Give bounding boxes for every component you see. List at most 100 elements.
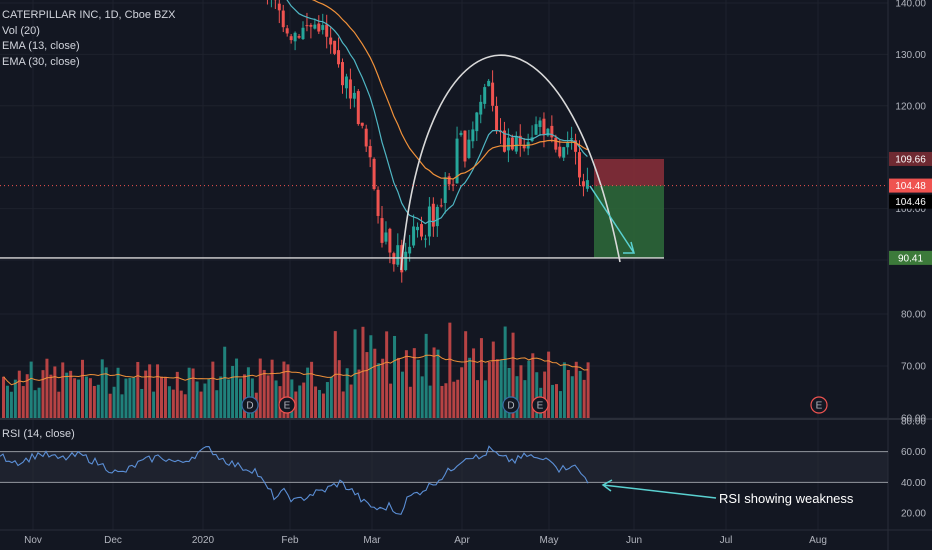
volume-bar-43 — [171, 389, 175, 418]
volume-bar-127 — [503, 326, 507, 418]
candle-body-51 — [463, 130, 467, 162]
user-drawings[interactable] — [0, 54, 888, 271]
candle-body-28 — [372, 158, 376, 190]
candle-body-24 — [356, 91, 360, 125]
volume-bar-77 — [306, 367, 310, 418]
candle-body-63 — [510, 137, 514, 150]
down-arrow-head[interactable] — [623, 241, 635, 254]
event-marker-circle — [278, 396, 296, 414]
volume-bar-60 — [239, 378, 242, 418]
event-marker-e-3[interactable]: E — [531, 396, 549, 414]
candle-body-26 — [364, 128, 368, 147]
volume-bar-40 — [160, 376, 163, 418]
chart-axes: 140.00130.00120.00110.00100.0090.0080.00… — [24, 0, 932, 546]
rsi-legend[interactable]: RSI (14, close) — [2, 428, 75, 440]
volume-bar-85 — [337, 360, 341, 418]
volume-bar-74 — [294, 391, 298, 418]
down-arrow-shaft[interactable] — [589, 185, 635, 254]
volume-bar-82 — [325, 382, 329, 418]
volume-bar-138 — [547, 351, 551, 418]
candle-body-82 — [585, 180, 589, 189]
candle-body-77 — [566, 142, 570, 148]
event-marker-d-2[interactable]: D — [502, 396, 520, 414]
candle-body-54 — [475, 112, 479, 132]
candle-body-81 — [581, 181, 585, 187]
volume-bar-142 — [562, 362, 566, 418]
rsi-axis-label-3: 20.00 — [901, 509, 926, 520]
ema30-legend[interactable]: EMA (30, close) — [2, 55, 80, 68]
candle-body-37 — [408, 246, 412, 254]
event-marker-e-1[interactable]: E — [278, 396, 296, 414]
candle-body-23 — [352, 92, 356, 99]
event-marker-e-4[interactable]: E — [810, 396, 828, 414]
event-marker-circle — [502, 396, 520, 414]
candle-body-8 — [293, 32, 297, 42]
price-axis-label-0: 140.00 — [895, 0, 926, 10]
candle-body-50 — [459, 132, 463, 135]
candle-body-72 — [546, 128, 550, 136]
candle-body-41 — [423, 238, 427, 240]
volume-bar-24 — [96, 384, 100, 418]
vol-axis-label-1: 70.00 — [901, 362, 926, 373]
time-axis-label-9: Aug — [809, 535, 827, 546]
volume-bar-66 — [262, 369, 266, 418]
volume-bar-98 — [389, 383, 393, 418]
volume-bar-21 — [84, 376, 88, 418]
event-marker-label: D — [246, 401, 253, 412]
candle-body-66 — [522, 145, 526, 149]
candle-body-73 — [550, 125, 554, 138]
event-marker-label: D — [507, 401, 514, 412]
candle-body-75 — [558, 146, 562, 157]
volume-bar-19 — [77, 379, 81, 418]
volume-bar-93 — [369, 335, 373, 418]
event-marker-d-0[interactable]: D — [241, 396, 259, 414]
volume-bar-12 — [49, 374, 53, 418]
volume-bar-97 — [385, 331, 389, 418]
ema13-legend[interactable]: EMA (13, close) — [2, 40, 80, 52]
volume-bar-102 — [404, 350, 408, 418]
candle-body-38 — [412, 226, 416, 246]
target-price-tag-bg — [889, 250, 932, 265]
volume-bar-87 — [345, 368, 349, 418]
volume-bar-86 — [341, 391, 345, 418]
candle-body-39 — [416, 226, 420, 231]
volume-bar-120 — [476, 380, 479, 418]
candle-body-59 — [495, 105, 499, 131]
volume-bar-13 — [53, 366, 57, 418]
volume-bar-103 — [408, 386, 412, 418]
symbol-title[interactable]: CATERPILLAR INC, 1D, Cboe BZX — [2, 9, 176, 21]
stop-loss-zone[interactable] — [594, 158, 664, 186]
volume-bar-2 — [9, 391, 13, 418]
candle-body-21 — [344, 76, 348, 89]
rsi-annotation-arrow — [602, 484, 717, 499]
candle-body-79 — [574, 140, 578, 152]
vol-legend[interactable]: Vol (20) — [2, 24, 40, 37]
volume-bar-68 — [270, 359, 274, 418]
rounding-top-arc[interactable] — [400, 54, 621, 271]
candle-body-76 — [562, 147, 566, 158]
target-price-tag[interactable]: 90.41 — [889, 250, 932, 265]
candle-body-65 — [518, 135, 522, 145]
event-marker-label: E — [537, 401, 544, 412]
volume-bar-31 — [124, 378, 128, 418]
time-axis-label-1: Dec — [104, 535, 122, 546]
volume-bar-140 — [555, 384, 558, 418]
volume-bar-3 — [13, 379, 17, 418]
candle-body-44 — [435, 206, 439, 227]
volume-bar-144 — [570, 376, 574, 418]
volume-bar-112 — [444, 383, 448, 418]
stop-price-tag[interactable]: 109.66 — [889, 151, 932, 166]
risk-reward-zones[interactable] — [594, 158, 664, 258]
volume-bar-129 — [511, 332, 515, 418]
volume-bar-115 — [456, 379, 460, 418]
volume-bar-119 — [472, 348, 476, 418]
volume-bar-62 — [246, 367, 250, 418]
last-price-tag[interactable]: 104.48 — [889, 178, 932, 193]
volume-bar-69 — [274, 380, 278, 418]
crosshair-price-tag[interactable]: 104.46 — [889, 194, 932, 209]
rsi-band — [0, 451, 888, 483]
volume-bar-48 — [191, 368, 195, 418]
